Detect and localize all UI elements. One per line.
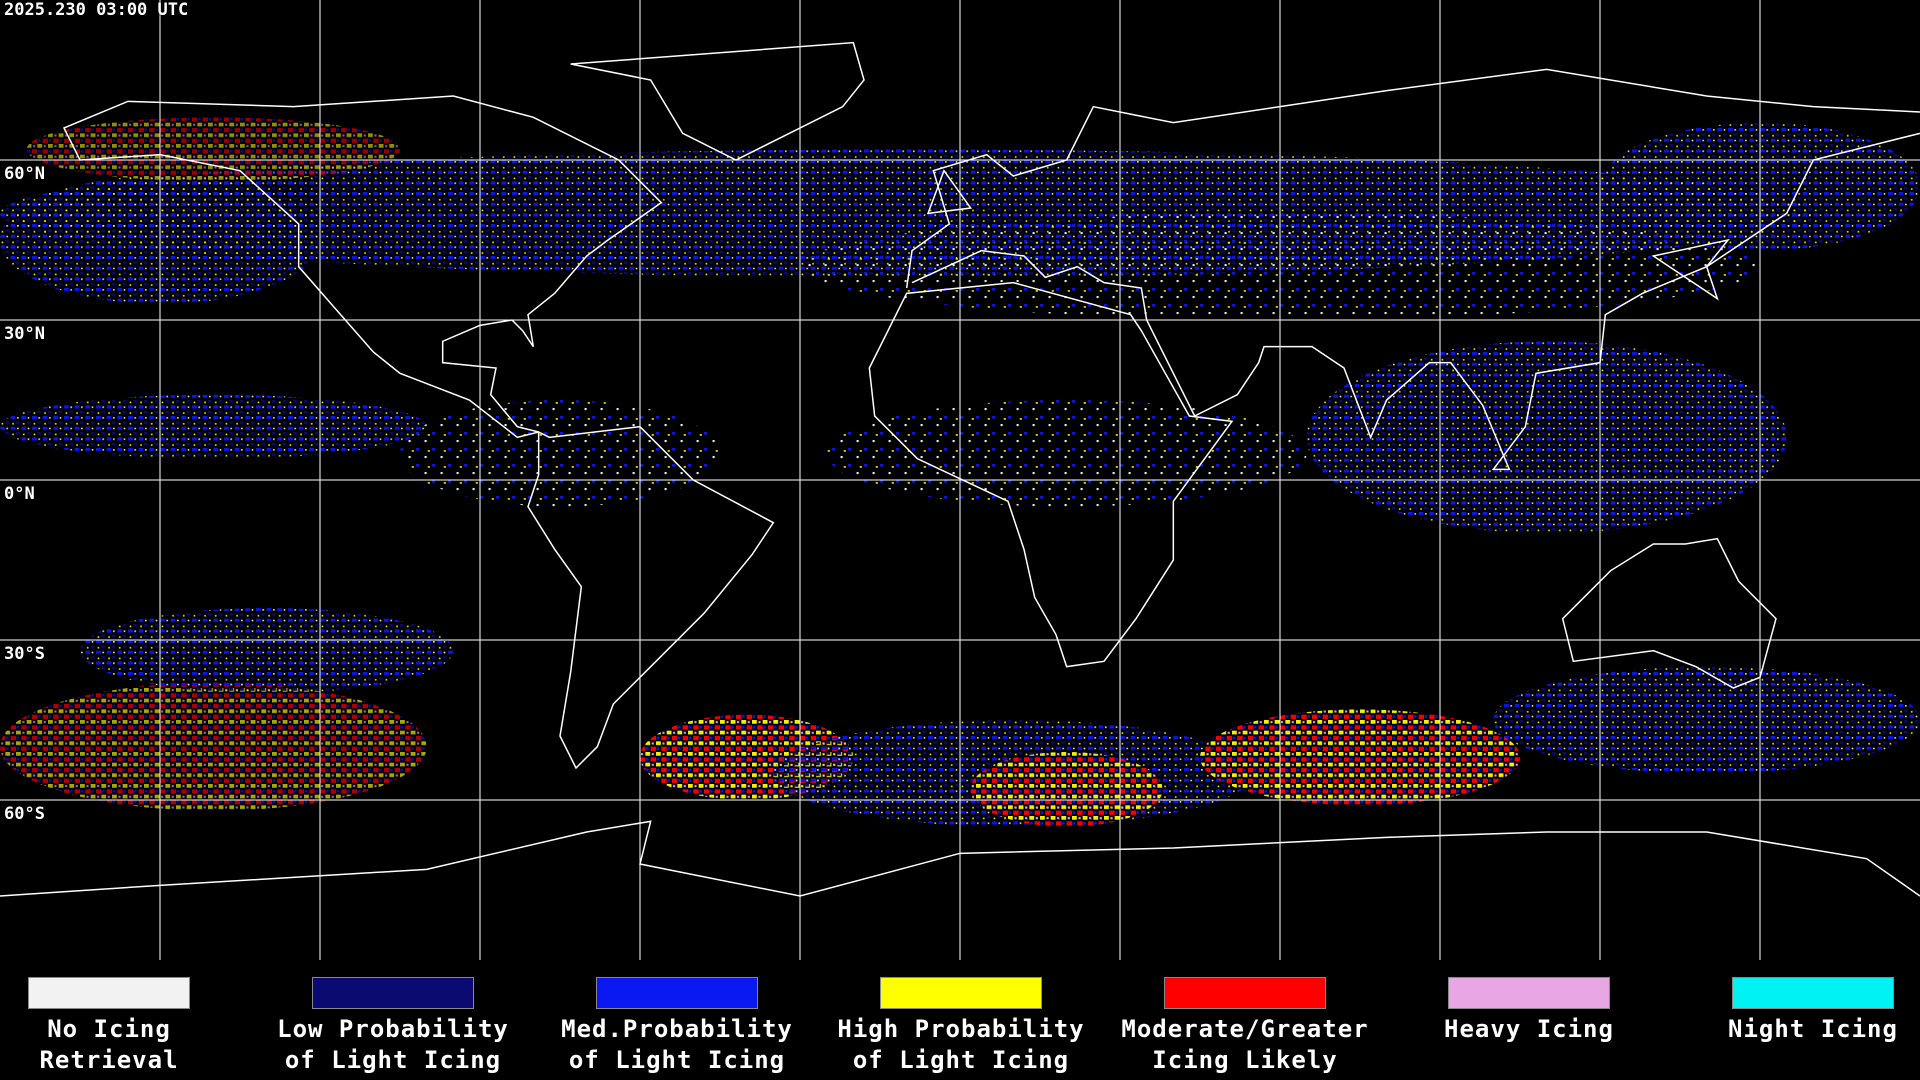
- legend-label: Night Icing: [1671, 1014, 1920, 1045]
- legend-item: High Probability of Light Icing: [819, 977, 1103, 1076]
- legend-item: Med.Probability of Light Icing: [535, 977, 819, 1076]
- coastlines: [0, 43, 1920, 896]
- legend-item: Night Icing: [1671, 977, 1920, 1045]
- legend-label-line: No Icing: [47, 1015, 171, 1043]
- latitude-label: 60°N: [4, 164, 45, 184]
- legend-label-line: of Light Icing: [852, 1046, 1070, 1074]
- legend-swatch: [28, 977, 190, 1009]
- legend-label-line: High Probability: [837, 1015, 1085, 1043]
- legend-label-line: Icing Likely: [1152, 1046, 1338, 1074]
- legend-item: Moderate/Greater Icing Likely: [1103, 977, 1387, 1076]
- legend-label-line: Low Probability: [277, 1015, 509, 1043]
- legend-label-line: of Light Icing: [568, 1046, 786, 1074]
- latitude-label: 30°S: [4, 644, 45, 664]
- legend-label: Heavy Icing: [1387, 1014, 1671, 1045]
- legend-label: Low Probability of Light Icing: [251, 1014, 535, 1076]
- legend-swatch: [312, 977, 474, 1009]
- icing-map: [0, 0, 1920, 960]
- legend-label-line: Retrieval: [39, 1046, 179, 1074]
- latitude-label: 60°S: [4, 804, 45, 824]
- legend-item: Low Probability of Light Icing: [251, 977, 535, 1076]
- legend-label: Med.Probability of Light Icing: [535, 1014, 819, 1076]
- legend-swatch: [596, 977, 758, 1009]
- legend-label-line: Night Icing: [1728, 1015, 1898, 1043]
- legend-label: Moderate/Greater Icing Likely: [1103, 1014, 1387, 1076]
- legend: No Icing Retrieval Low Probability of Light…: [0, 960, 1920, 1080]
- legend-label: High Probability of Light Icing: [819, 1014, 1103, 1076]
- timestamp: 2025.230 03:00 UTC: [4, 0, 189, 20]
- legend-label-line: Moderate/Greater: [1121, 1015, 1369, 1043]
- legend-label-line: Med.Probability: [561, 1015, 793, 1043]
- latitude-label: 30°N: [4, 324, 45, 344]
- legend-label: No Icing Retrieval: [0, 1014, 251, 1076]
- legend-swatch: [880, 977, 1042, 1009]
- legend-label-line: Heavy Icing: [1444, 1015, 1614, 1043]
- legend-item: Heavy Icing: [1387, 977, 1671, 1045]
- legend-swatch: [1448, 977, 1610, 1009]
- latitude-label: 0°N: [4, 484, 35, 504]
- legend-label-line: of Light Icing: [284, 1046, 502, 1074]
- legend-item: No Icing Retrieval: [0, 977, 251, 1076]
- legend-swatch: [1732, 977, 1894, 1009]
- legend-swatch: [1164, 977, 1326, 1009]
- graticule: [0, 0, 1920, 960]
